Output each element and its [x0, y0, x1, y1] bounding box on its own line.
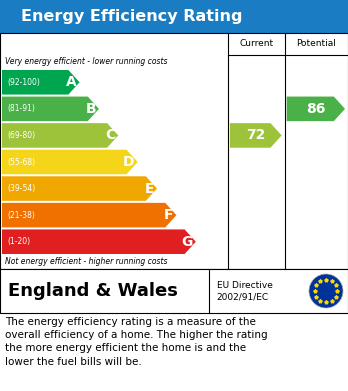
Text: England & Wales: England & Wales: [8, 282, 178, 300]
Text: (92-100): (92-100): [7, 78, 40, 87]
Text: 2002/91/EC: 2002/91/EC: [217, 292, 269, 301]
Text: D: D: [123, 155, 135, 169]
Text: G: G: [181, 235, 193, 249]
Polygon shape: [230, 123, 282, 148]
Polygon shape: [2, 97, 99, 121]
Text: C: C: [105, 128, 115, 142]
Bar: [0, 33, 348, 269]
Polygon shape: [2, 123, 118, 148]
Text: Not energy efficient - higher running costs: Not energy efficient - higher running co…: [5, 258, 167, 267]
Polygon shape: [2, 176, 157, 201]
Polygon shape: [287, 97, 345, 121]
Text: B: B: [85, 102, 96, 116]
Text: 86: 86: [306, 102, 325, 116]
Text: Potential: Potential: [296, 39, 336, 48]
Polygon shape: [2, 70, 80, 95]
Text: (21-38): (21-38): [7, 211, 35, 220]
Polygon shape: [2, 150, 138, 174]
Text: F: F: [164, 208, 173, 222]
Text: (1-20): (1-20): [7, 237, 30, 246]
Text: Current: Current: [239, 39, 274, 48]
Bar: [0, 269, 348, 313]
Text: A: A: [66, 75, 77, 89]
Polygon shape: [2, 230, 196, 254]
Circle shape: [309, 274, 343, 308]
Polygon shape: [2, 203, 176, 228]
Text: Very energy efficient - lower running costs: Very energy efficient - lower running co…: [5, 57, 167, 66]
Text: 72: 72: [246, 128, 266, 142]
Text: Energy Efficiency Rating: Energy Efficiency Rating: [22, 9, 243, 24]
Text: E: E: [144, 181, 154, 196]
Text: (81-91): (81-91): [7, 104, 35, 113]
Text: The energy efficiency rating is a measure of the
overall efficiency of a home. T: The energy efficiency rating is a measur…: [5, 317, 268, 367]
Bar: [0, 0, 348, 33]
Text: (39-54): (39-54): [7, 184, 35, 193]
Text: EU Directive: EU Directive: [217, 280, 273, 289]
Text: (69-80): (69-80): [7, 131, 35, 140]
Text: (55-68): (55-68): [7, 158, 35, 167]
